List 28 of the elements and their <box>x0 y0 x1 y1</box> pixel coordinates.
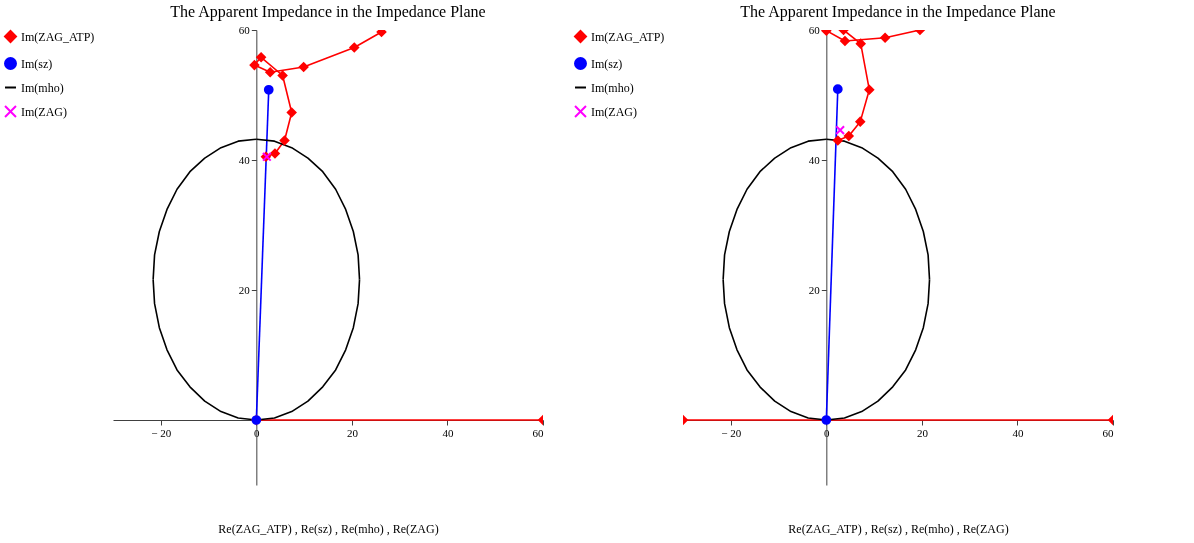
legend-label: Im(ZAG_ATP) <box>21 29 95 44</box>
chart-title: The Apparent Impedance in the Impedance Plane <box>170 3 486 21</box>
x-tick-label: 20 <box>916 426 929 439</box>
y-tick-label: 20 <box>808 283 821 296</box>
y-tick-label: 60 <box>238 23 251 36</box>
chart-title: The Apparent Impedance in the Impedance Plane <box>740 3 1056 21</box>
y-tick-label: 20 <box>238 283 251 296</box>
legend-label: Im(mho) <box>591 80 634 95</box>
y-tick-label: 40 <box>238 153 251 166</box>
x-tick-label: 0 <box>254 426 261 439</box>
legend-label: Im(ZAG) <box>591 104 637 119</box>
x-tick-label: 60 <box>532 426 544 439</box>
legend-label: Im(ZAG) <box>21 104 67 119</box>
legend-label: Im(sz) <box>591 56 623 71</box>
x-tick-label: − 20 <box>721 426 742 439</box>
legend-label: Im(mho) <box>21 80 64 95</box>
x-tick-label: 20 <box>346 426 359 439</box>
x-tick-label: 40 <box>1012 426 1024 439</box>
y-tick-label: 60 <box>808 23 821 36</box>
y-tick-label: 40 <box>808 153 821 166</box>
x-tick-label: 0 <box>824 426 831 439</box>
x-tick-label: − 20 <box>151 426 172 439</box>
x-tick-label: 40 <box>442 426 454 439</box>
x-tick-label: 60 <box>1102 426 1114 439</box>
x-axis-title: Re(ZAG_ATP) , Re(sz) , Re(mho) , Re(ZAG) <box>788 521 1009 536</box>
legend-label: Im(sz) <box>21 56 53 71</box>
legend-label: Im(ZAG_ATP) <box>591 29 665 44</box>
x-axis-title: Re(ZAG_ATP) , Re(sz) , Re(mho) , Re(ZAG) <box>218 521 439 536</box>
